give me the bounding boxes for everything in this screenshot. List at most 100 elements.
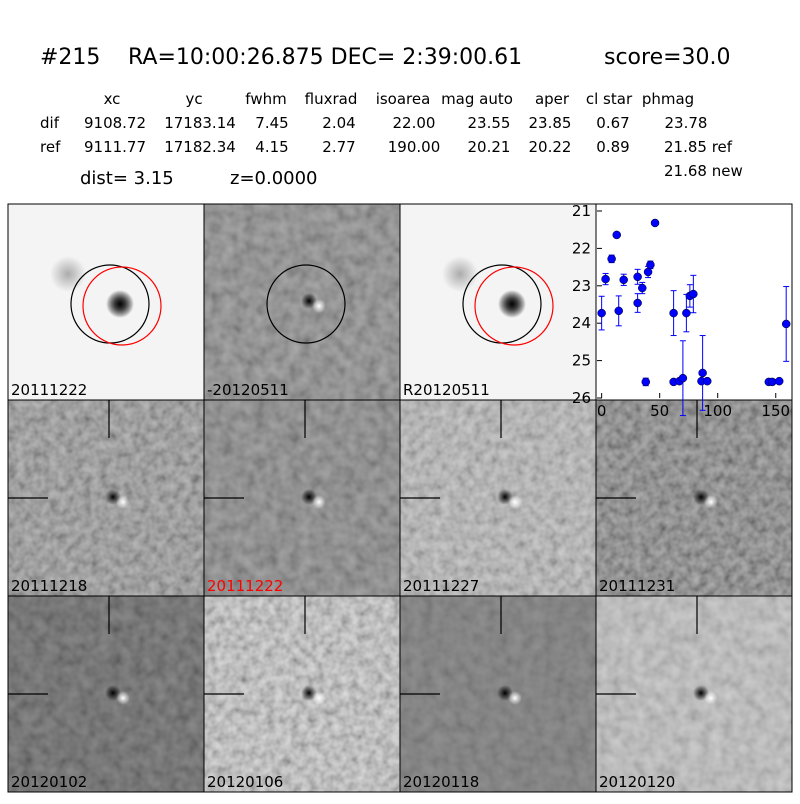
image-panel: 20120118 bbox=[399, 595, 597, 793]
cell: 2.04 bbox=[322, 114, 355, 132]
aperture bbox=[266, 264, 346, 344]
image-panel: 20111227 bbox=[399, 399, 597, 597]
cell: 2.77 bbox=[322, 138, 355, 156]
panel-label: 20111218 bbox=[11, 577, 87, 595]
point bbox=[619, 275, 628, 285]
light-curve: 21 22 23 24 25 26 0 50 100 150 bbox=[572, 202, 793, 420]
cell: 0.67 bbox=[596, 114, 629, 132]
x-tick-label: 0 bbox=[597, 402, 607, 420]
point bbox=[643, 267, 653, 277]
image-panel: 20120120 bbox=[595, 595, 793, 793]
dist: dist= 3.15 bbox=[80, 168, 174, 189]
dipole-pos bbox=[312, 495, 326, 509]
column-header: xc bbox=[104, 90, 121, 108]
panel-label: 20120106 bbox=[207, 773, 283, 791]
cell: 0.89 bbox=[596, 138, 629, 156]
dipole-pos bbox=[116, 495, 130, 509]
point bbox=[597, 308, 606, 318]
cell: 23.55 bbox=[468, 114, 511, 132]
image-panel: 20120102 bbox=[7, 595, 205, 793]
aperture bbox=[82, 266, 162, 346]
point bbox=[774, 376, 784, 386]
image bbox=[8, 204, 204, 400]
column-header: fwhm bbox=[245, 90, 286, 108]
panel-label: 20111227 bbox=[403, 577, 479, 595]
cell: 17183.14 bbox=[164, 114, 236, 132]
y-tick-label: 24 bbox=[572, 314, 591, 332]
column-header: aper bbox=[535, 90, 570, 108]
y-tick-label: 25 bbox=[572, 352, 591, 370]
dipole-pos bbox=[704, 691, 718, 705]
point bbox=[698, 368, 707, 378]
coords: RA=10:00:26.875 DEC= 2:39:00.61 bbox=[128, 45, 522, 70]
column-header: isoarea bbox=[376, 90, 431, 108]
image bbox=[400, 204, 596, 400]
image-panel: 20111222 bbox=[203, 399, 401, 597]
point bbox=[633, 298, 642, 308]
point bbox=[703, 376, 712, 386]
cell: 21.85 ref bbox=[664, 138, 733, 156]
cell: 17182.34 bbox=[164, 138, 236, 156]
image-panel: -20120511 bbox=[203, 203, 401, 401]
panel-label: R20120511 bbox=[403, 381, 490, 399]
dipole-pos bbox=[508, 495, 522, 509]
plot-bg bbox=[595, 203, 793, 401]
panel-label: 20120120 bbox=[599, 773, 675, 791]
point bbox=[614, 306, 623, 316]
cell: 20.21 bbox=[468, 138, 511, 156]
column-header: fluxrad bbox=[305, 90, 358, 108]
point bbox=[682, 308, 691, 318]
point bbox=[781, 319, 791, 329]
point bbox=[607, 254, 616, 264]
panels: 20111222 -20120511 R20120511 20111218 201112… bbox=[7, 203, 793, 793]
cell: 4.15 bbox=[255, 138, 288, 156]
image-panel: 20120106 bbox=[203, 595, 401, 793]
point bbox=[650, 218, 660, 228]
y-tick-label: 26 bbox=[572, 389, 591, 407]
cell: 23.78 bbox=[665, 114, 708, 132]
point bbox=[678, 373, 688, 383]
point bbox=[638, 283, 647, 293]
point bbox=[646, 260, 655, 270]
column-header: yc bbox=[185, 90, 202, 108]
column-header: mag auto bbox=[441, 90, 513, 108]
dipole-pos bbox=[704, 495, 718, 509]
cell: 20.22 bbox=[529, 138, 572, 156]
cand-id: #215 bbox=[40, 45, 100, 70]
x-tick-label: 50 bbox=[650, 402, 669, 420]
y-tick-label: 22 bbox=[572, 239, 591, 257]
halo bbox=[442, 256, 478, 292]
cell: 9108.72 bbox=[84, 114, 146, 132]
panel-frame bbox=[595, 595, 793, 793]
image-panel: 20111231 bbox=[595, 399, 793, 597]
panel-label: 20120118 bbox=[403, 773, 479, 791]
cell: 7.45 bbox=[255, 114, 288, 132]
redshift: z=0.0000 bbox=[230, 168, 318, 189]
x-tick-label: 150 bbox=[761, 402, 790, 420]
cell: 9111.77 bbox=[84, 138, 146, 156]
image-panel: 20111222 bbox=[7, 203, 205, 401]
point bbox=[633, 272, 642, 282]
column-header: cl star bbox=[586, 90, 633, 108]
cell: 22.00 bbox=[393, 114, 436, 132]
point bbox=[612, 230, 621, 240]
dipole-pos bbox=[508, 691, 522, 705]
source bbox=[498, 290, 526, 318]
panel-label: 20111231 bbox=[599, 577, 675, 595]
y-tick-label: 21 bbox=[572, 202, 591, 220]
point bbox=[689, 289, 698, 299]
panel-label: 20111222 bbox=[207, 577, 283, 595]
point bbox=[601, 274, 610, 284]
score: score=30.0 bbox=[604, 45, 731, 70]
panel-label: 20120102 bbox=[11, 773, 87, 791]
cell: 190.00 bbox=[388, 138, 441, 156]
row-label: dif bbox=[40, 114, 60, 132]
row-label: ref bbox=[40, 138, 61, 156]
point bbox=[669, 308, 678, 318]
point bbox=[641, 377, 650, 387]
halo bbox=[50, 256, 86, 292]
panel-label: -20120511 bbox=[207, 381, 289, 399]
image-panel: R20120511 bbox=[399, 203, 597, 401]
